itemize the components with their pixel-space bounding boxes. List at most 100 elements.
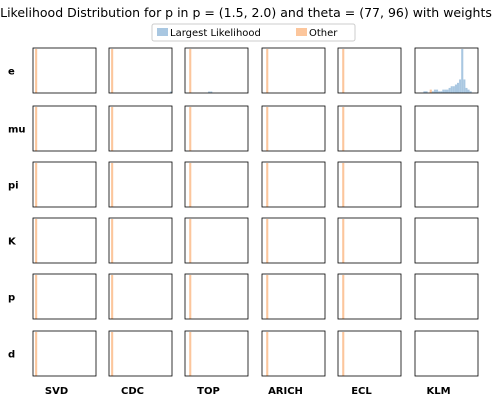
panel-background bbox=[185, 48, 248, 93]
panel-background bbox=[415, 274, 478, 319]
row-label-pi: pi bbox=[8, 181, 19, 192]
legend-label-largest-likelihood: Largest Likelihood bbox=[170, 28, 261, 39]
other-bar bbox=[189, 219, 192, 263]
panel-frame bbox=[184, 105, 249, 152]
largest-likelihood-bar bbox=[442, 89, 445, 93]
panel-background bbox=[262, 106, 325, 151]
other-bar bbox=[342, 219, 345, 263]
other-bar bbox=[189, 107, 192, 151]
panel-background bbox=[109, 48, 172, 93]
other-bar bbox=[266, 332, 269, 376]
panel-pi-klm bbox=[414, 161, 479, 208]
column-label-arich: ARICH bbox=[268, 386, 303, 397]
largest-likelihood-bar bbox=[469, 91, 472, 93]
panel-background bbox=[33, 218, 96, 263]
other-bar bbox=[342, 163, 345, 207]
column-label-top: TOP bbox=[197, 386, 220, 397]
panel-mu-cdc bbox=[108, 105, 173, 152]
panel-background bbox=[338, 106, 401, 151]
other-bar bbox=[429, 89, 432, 93]
other-bar bbox=[35, 163, 38, 207]
other-bar bbox=[189, 49, 192, 93]
panel-background bbox=[262, 274, 325, 319]
panel-p-klm bbox=[414, 273, 479, 320]
largest-likelihood-bar bbox=[463, 79, 466, 93]
largest-likelihood-bar bbox=[210, 91, 213, 93]
row-labels: e mu pi Kp d bbox=[8, 67, 26, 361]
panel-frame bbox=[337, 217, 402, 264]
panel-p-svd bbox=[32, 273, 97, 320]
panel-frame bbox=[184, 217, 249, 264]
panel-d-cdc bbox=[108, 330, 173, 377]
other-bar bbox=[111, 163, 114, 207]
panel-background bbox=[33, 274, 96, 319]
panel-frame bbox=[108, 273, 173, 320]
legend: Largest Likelihood Other bbox=[151, 23, 356, 42]
largest-likelihood-bar bbox=[444, 89, 447, 93]
panel-background bbox=[33, 106, 96, 151]
other-bar bbox=[189, 163, 192, 207]
panel-frame bbox=[108, 161, 173, 208]
panel-frame bbox=[414, 105, 479, 152]
panel-background bbox=[338, 274, 401, 319]
panel-k-arich bbox=[261, 217, 326, 264]
panel-k-svd bbox=[32, 217, 97, 264]
largest-likelihood-bar bbox=[431, 91, 434, 93]
panel-frame bbox=[108, 217, 173, 264]
panel-pi-cdc bbox=[108, 161, 173, 208]
largest-likelihood-bar bbox=[457, 82, 460, 93]
panel-background bbox=[109, 162, 172, 207]
chart-title: Likelihood Distribution for p in p = (1.… bbox=[0, 5, 492, 20]
panel-d-ecl bbox=[337, 330, 402, 377]
panel-frame bbox=[108, 330, 173, 377]
panel-k-klm bbox=[414, 217, 479, 264]
panel-k-top bbox=[184, 217, 249, 264]
panel-frame bbox=[32, 105, 97, 152]
other-bar bbox=[35, 219, 38, 263]
largest-likelihood-bar bbox=[436, 89, 439, 93]
largest-likelihood-bar bbox=[423, 91, 426, 93]
largest-likelihood-bar bbox=[438, 91, 441, 93]
row-label-e: e bbox=[8, 67, 15, 78]
panel-pi-arich bbox=[261, 161, 326, 208]
column-label-ecl: ECL bbox=[351, 386, 372, 397]
panel-background bbox=[415, 106, 478, 151]
largest-likelihood-bar bbox=[425, 91, 428, 93]
panel-e-cdc bbox=[108, 47, 173, 94]
panel-frame bbox=[337, 330, 402, 377]
panel-background bbox=[185, 162, 248, 207]
row-label-p: p bbox=[8, 293, 15, 304]
largest-likelihood-bar bbox=[452, 86, 455, 93]
panel-background bbox=[185, 331, 248, 376]
panel-frame bbox=[337, 161, 402, 208]
panel-frame bbox=[414, 47, 479, 94]
panel-background bbox=[262, 331, 325, 376]
column-label-klm: KLM bbox=[426, 386, 450, 397]
other-bar bbox=[111, 219, 114, 263]
largest-likelihood-bar bbox=[433, 89, 436, 93]
panel-pi-top bbox=[184, 161, 249, 208]
panel-background bbox=[109, 218, 172, 263]
panel-background bbox=[262, 162, 325, 207]
panel-frame bbox=[414, 217, 479, 264]
panel-frame bbox=[414, 330, 479, 377]
legend-label-other: Other bbox=[309, 28, 338, 39]
panel-background bbox=[185, 106, 248, 151]
panel-e-klm bbox=[414, 47, 479, 94]
panel-p-cdc bbox=[108, 273, 173, 320]
other-bar bbox=[35, 49, 38, 93]
row-label-k: K bbox=[8, 237, 17, 248]
panel-p-top bbox=[184, 273, 249, 320]
largest-likelihood-bar bbox=[446, 89, 449, 93]
panel-background bbox=[33, 331, 96, 376]
other-bar bbox=[35, 332, 38, 376]
panel-background bbox=[338, 48, 401, 93]
panel-d-arich bbox=[261, 330, 326, 377]
other-bar bbox=[266, 49, 269, 93]
other-bar bbox=[189, 332, 192, 376]
panel-background bbox=[338, 162, 401, 207]
panel-k-ecl bbox=[337, 217, 402, 264]
other-bar bbox=[266, 275, 269, 319]
panel-frame bbox=[261, 273, 326, 320]
panel-background bbox=[185, 218, 248, 263]
